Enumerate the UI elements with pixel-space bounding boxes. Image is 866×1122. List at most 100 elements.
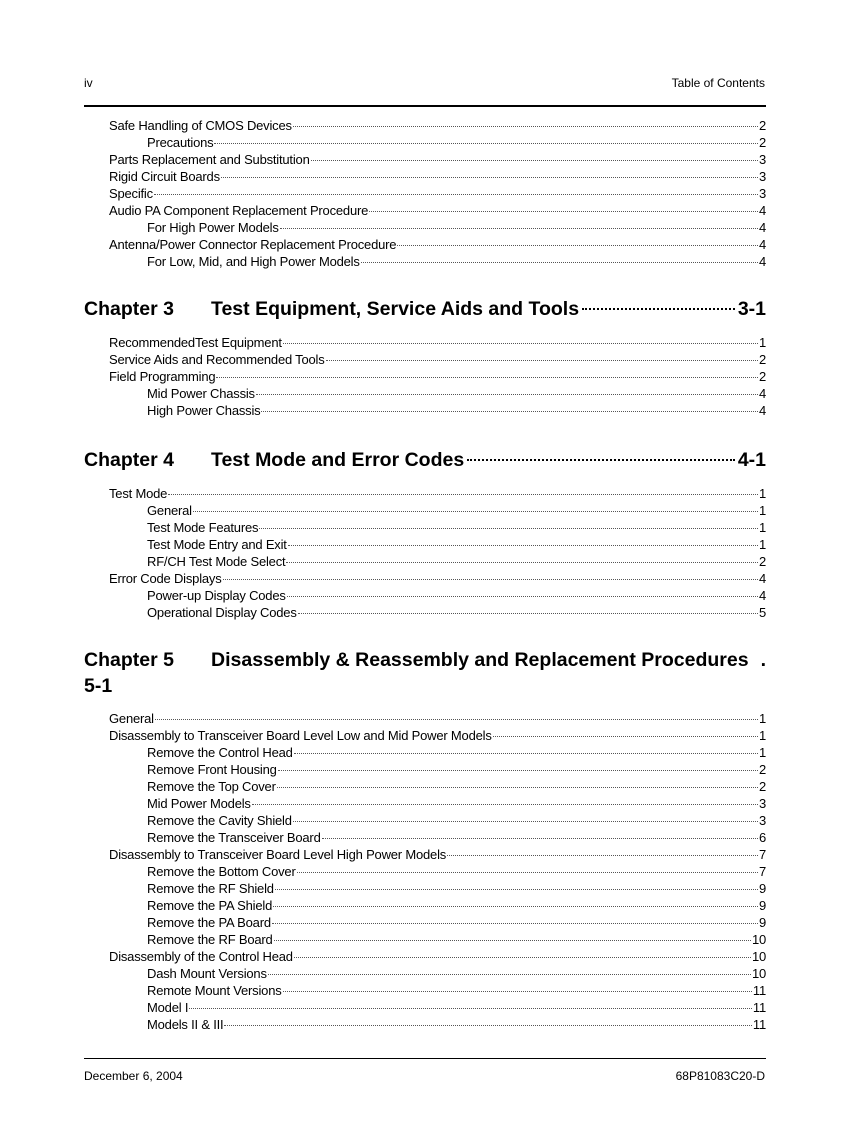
toc-entry[interactable]: General 1	[109, 502, 766, 519]
chapter-heading[interactable]: Chapter 3 Test Equipment, Service Aids an…	[84, 296, 766, 322]
toc-entry[interactable]: Antenna/Power Connector Replacement Proc…	[109, 236, 766, 253]
toc-entry[interactable]: Specific 3	[109, 185, 766, 202]
chapter-title: Test Equipment, Service Aids and Tools	[211, 298, 580, 320]
toc-entry-page: 1	[758, 745, 766, 760]
dot-leader: .	[760, 649, 766, 671]
dot-leader	[261, 411, 758, 412]
toc-entry[interactable]: Test Mode Features 1	[109, 519, 766, 536]
dot-leader	[582, 308, 735, 310]
dot-leader	[273, 940, 751, 941]
toc-entry-title: Remove the RF Board	[147, 932, 273, 947]
toc-entry[interactable]: RecommendedTest Equipment 1	[109, 334, 766, 351]
toc-entry-title: Remove Front Housing	[147, 762, 277, 777]
chapter-page: 5-1	[84, 675, 113, 697]
toc-entry-page: 3	[758, 813, 766, 828]
toc-entry[interactable]: Mid Power Chassis 4	[109, 385, 766, 402]
toc-entry[interactable]: High Power Chassis 4	[109, 402, 766, 419]
dot-leader	[259, 528, 758, 529]
toc-entry-page: 4	[758, 220, 766, 235]
toc-entry[interactable]: Disassembly of the Control Head 10	[109, 948, 766, 965]
toc-entry-page: 2	[758, 135, 766, 150]
toc-entry[interactable]: Remove the Bottom Cover 7	[109, 863, 766, 880]
toc-entry-page: 4	[758, 386, 766, 401]
toc-entry[interactable]: General 1	[109, 710, 766, 727]
toc-entry[interactable]: Disassembly to Transceiver Board Level H…	[109, 846, 766, 863]
toc-entry[interactable]: Remove the RF Board 10	[109, 931, 766, 948]
dot-leader	[492, 736, 758, 737]
dot-leader	[397, 245, 758, 246]
dot-leader	[154, 719, 758, 720]
dot-leader	[271, 923, 758, 924]
toc-entry-title: Service Aids and Recommended Tools	[109, 352, 325, 367]
toc-entry-title: Safe Handling of CMOS Devices	[109, 118, 292, 133]
toc-entry-title: Models II & III	[147, 1017, 224, 1032]
dot-leader	[251, 804, 758, 805]
dot-leader	[296, 872, 758, 873]
toc-entry-page: 2	[758, 118, 766, 133]
toc-entry[interactable]: Audio PA Component Replacement Procedure…	[109, 202, 766, 219]
toc-entry[interactable]: Remove the Cavity Shield 3	[109, 812, 766, 829]
toc-entry-page: 1	[758, 335, 766, 350]
dot-leader	[273, 906, 758, 907]
toc-entry-title: Mid Power Chassis	[147, 386, 255, 401]
toc-entry-title: Test Mode	[109, 486, 168, 501]
toc-entry[interactable]: Service Aids and Recommended Tools 2	[109, 351, 766, 368]
toc-entry[interactable]: Test Mode Entry and Exit 1	[109, 536, 766, 553]
toc-entry-title: Dash Mount Versions	[147, 966, 267, 981]
chapter-label: Chapter 4	[84, 449, 174, 471]
toc-entry-title: Test Mode Features	[147, 520, 259, 535]
chapter-heading-row: Chapter 5 Disassembly & Reassembly and Re…	[84, 647, 766, 673]
toc-entry[interactable]: Safe Handling of CMOS Devices 2	[109, 117, 766, 134]
toc-entry[interactable]: Models II & III 11	[109, 1016, 766, 1033]
toc-entry[interactable]: Remove the Top Cover 2	[109, 778, 766, 795]
toc-entry[interactable]: Model I 11	[109, 999, 766, 1016]
toc-entry[interactable]: Field Programming 2	[109, 368, 766, 385]
dot-leader	[214, 143, 758, 144]
toc-entry[interactable]: For High Power Models 4	[109, 219, 766, 236]
dot-leader	[279, 228, 758, 229]
toc-entry-title: General	[147, 503, 192, 518]
toc-entry[interactable]: Remove the Control Head 1	[109, 744, 766, 761]
toc-entry[interactable]: Precautions 2	[109, 134, 766, 151]
chapter-heading[interactable]: Chapter 5 Disassembly & Reassembly and Re…	[84, 647, 766, 699]
toc-entry[interactable]: Remove Front Housing 2	[109, 761, 766, 778]
header-rule	[84, 105, 766, 107]
toc-entry[interactable]: Remove the Transceiver Board 6	[109, 829, 766, 846]
dot-leader	[293, 753, 758, 754]
chapter-heading[interactable]: Chapter 4 Test Mode and Error Codes 4-1	[84, 447, 766, 473]
footer-date: December 6, 2004	[84, 1069, 183, 1083]
toc-entry-title: Test Mode Entry and Exit	[147, 537, 287, 552]
dot-leader	[293, 957, 751, 958]
toc-entry-list: Safe Handling of CMOS Devices 2 Precaution…	[109, 117, 766, 270]
toc-entry[interactable]: Test Mode 1	[109, 485, 766, 502]
toc-entry-title: Audio PA Component Replacement Procedure	[109, 203, 369, 218]
toc-entry-page: 9	[758, 881, 766, 896]
toc-entry-title: Disassembly of the Control Head	[109, 949, 293, 964]
toc-entry[interactable]: Remote Mount Versions 11	[109, 982, 766, 999]
toc-entry[interactable]: Dash Mount Versions 10	[109, 965, 766, 982]
chapter-label: Chapter 5	[84, 649, 174, 671]
dot-leader	[255, 394, 758, 395]
toc-entry[interactable]: Power-up Display Codes 4	[109, 587, 766, 604]
toc-entry[interactable]: Error Code Displays 4	[109, 570, 766, 587]
dot-leader	[168, 494, 758, 495]
toc-entry[interactable]: Parts Replacement and Substitution 3	[109, 151, 766, 168]
dot-leader	[369, 211, 758, 212]
chapter-title: Disassembly & Reassembly and Replacement…	[211, 649, 749, 671]
toc-entry[interactable]: Mid Power Models 3	[109, 795, 766, 812]
toc-entry[interactable]: Remove the RF Shield 9	[109, 880, 766, 897]
toc-entry[interactable]: For Low, Mid, and High Power Models 4	[109, 253, 766, 270]
toc-entry[interactable]: Remove the PA Shield 9	[109, 897, 766, 914]
toc-entry[interactable]: Disassembly to Transceiver Board Level L…	[109, 727, 766, 744]
toc-entry[interactable]: Remove the PA Board 9	[109, 914, 766, 931]
toc-entry-title: Mid Power Models	[147, 796, 251, 811]
toc-entry[interactable]: Operational Display Codes 5	[109, 604, 766, 621]
toc-entry-page: 4	[758, 403, 766, 418]
toc-entry-title: For High Power Models	[147, 220, 279, 235]
toc-entry[interactable]: RF/CH Test Mode Select 2	[109, 553, 766, 570]
toc-entry[interactable]: Rigid Circuit Boards 3	[109, 168, 766, 185]
toc-entry-page: 3	[758, 152, 766, 167]
header-section-title: Table of Contents	[671, 76, 765, 90]
toc-entry-page: 1	[758, 486, 766, 501]
chapter-page: 3-1	[737, 298, 766, 320]
